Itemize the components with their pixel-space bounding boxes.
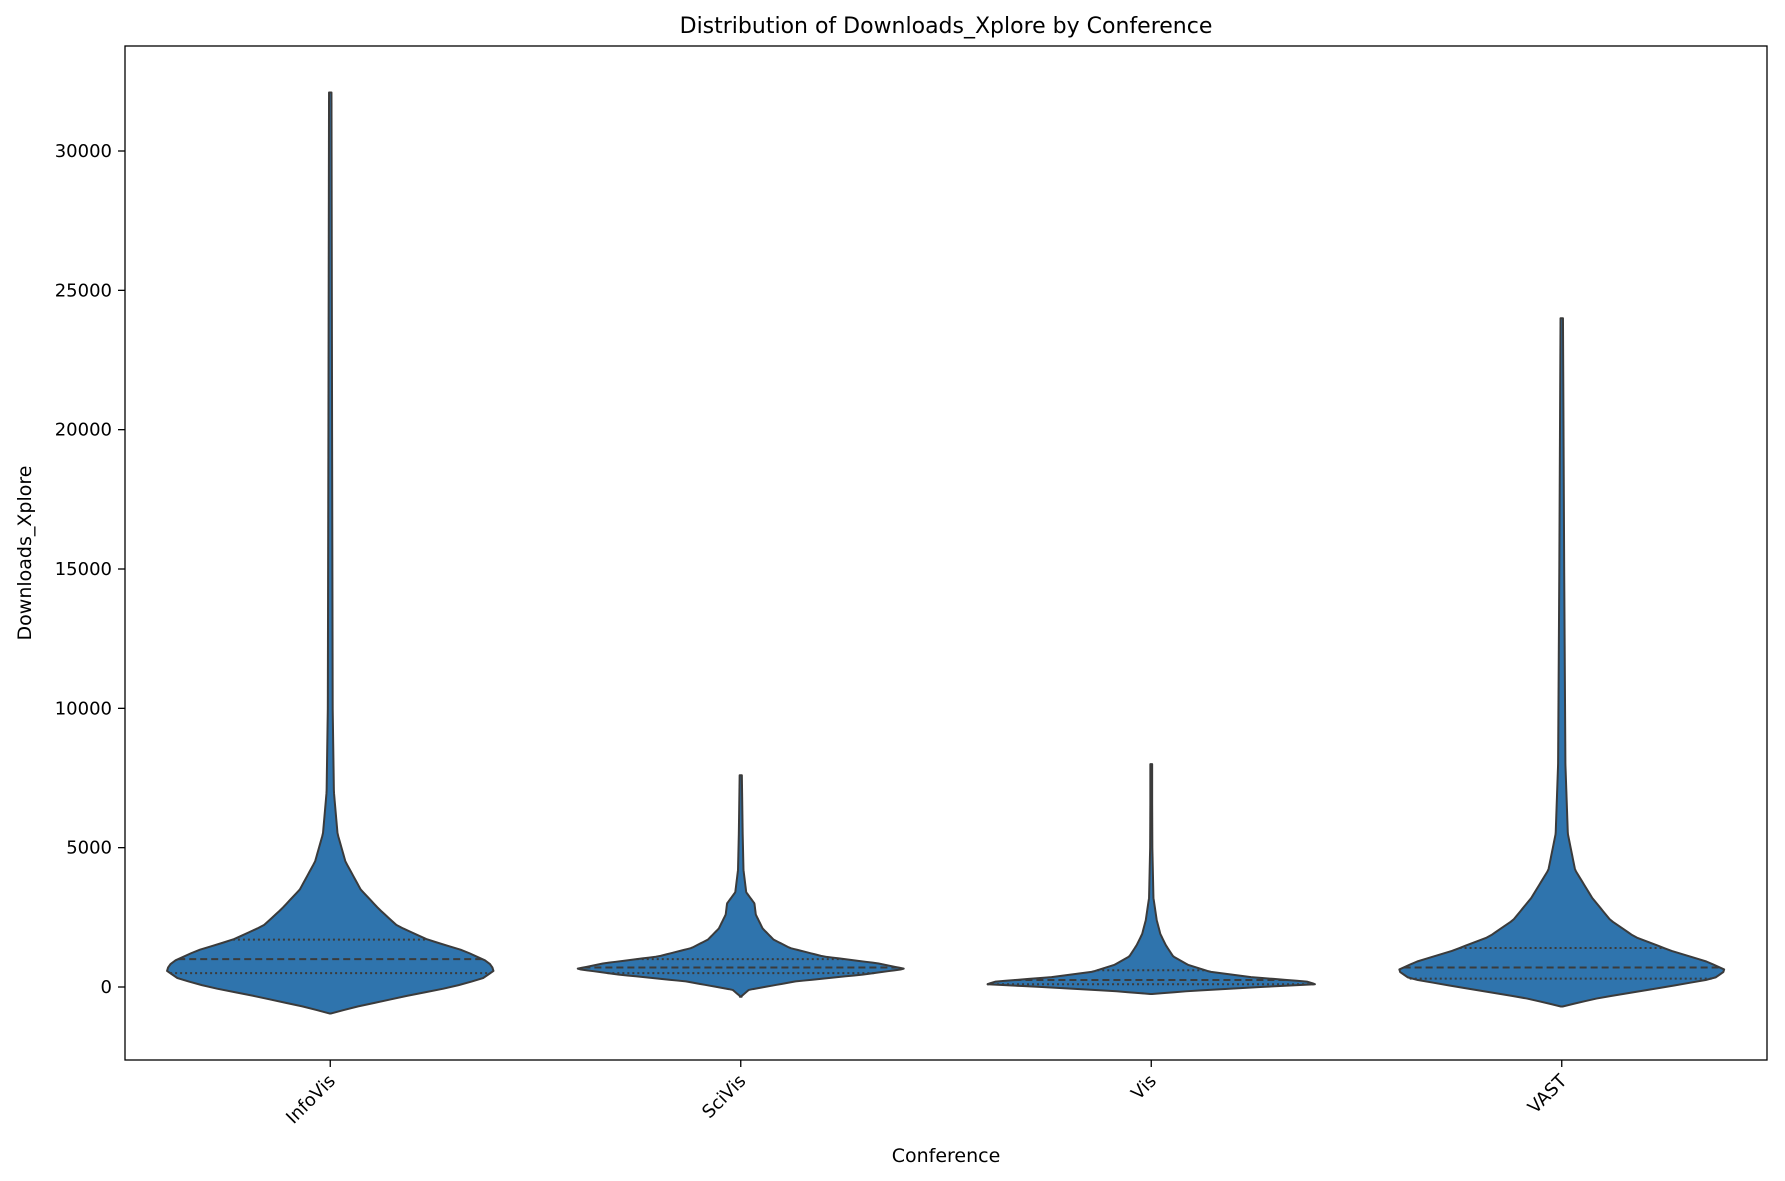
- chart-title: Distribution of Downloads_Xplore by Conf…: [680, 14, 1213, 39]
- violins-group: [166, 91, 1726, 1015]
- y-tick-label: 0: [101, 977, 112, 998]
- plot-frame: [124, 45, 1768, 1061]
- y-tick-label: 5000: [66, 838, 112, 859]
- y-tick-label: 10000: [55, 698, 112, 719]
- x-axis-label: Conference: [892, 1145, 1001, 1167]
- y-tick-label: 20000: [55, 420, 112, 441]
- violin-infovis: [166, 91, 495, 1015]
- y-tick-label: 15000: [55, 559, 112, 580]
- violin-vast: [1398, 317, 1726, 1008]
- y-tick-label: 30000: [55, 141, 112, 162]
- violin-scivis: [576, 774, 905, 998]
- x-axis-ticks: InfoVis SciVis Vis VAST: [282, 1060, 1572, 1128]
- y-axis-label: Downloads_Xplore: [14, 466, 36, 641]
- violin-vis: [986, 763, 1316, 995]
- x-tick-label: Vis: [1127, 1071, 1160, 1104]
- x-tick-label: SciVis: [698, 1071, 750, 1123]
- y-axis-ticks: 0 5000 10000 15000 20000 25000 30000: [55, 141, 125, 998]
- y-tick-label: 25000: [55, 280, 112, 301]
- x-tick-label: InfoVis: [282, 1071, 340, 1129]
- x-tick-label: VAST: [1524, 1070, 1572, 1118]
